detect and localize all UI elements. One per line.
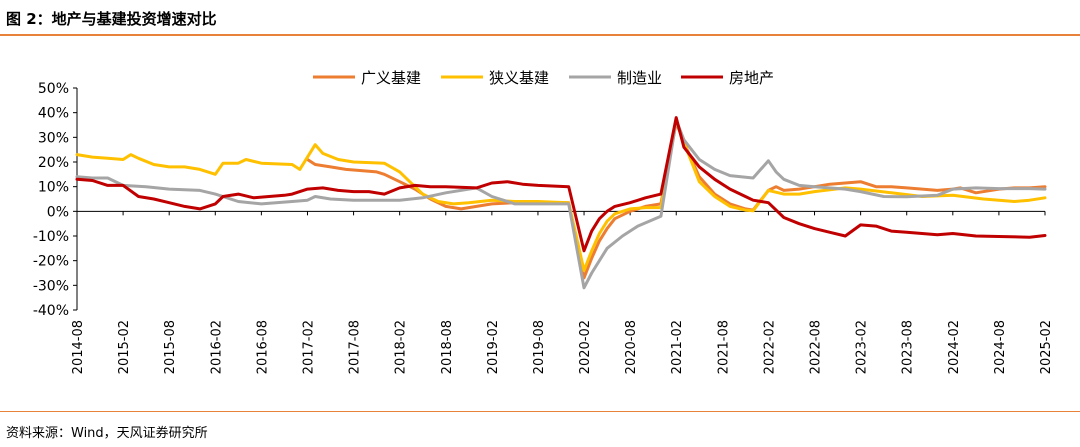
x-tick-label: 2023-08 [901,320,916,374]
figure-title: 图 2：地产与基建投资增速对比 [6,10,217,28]
x-tick-label: 2021-08 [716,320,731,374]
x-tick-label: 2016-02 [209,320,224,374]
y-tick-label: 50% [38,81,69,97]
y-tick-label: 20% [38,155,69,171]
x-axis-ticks: 2014-08 2015-02 2015-08 2016-02 2016-08 2017-… [71,211,1054,374]
y-tick-label: -40% [33,303,69,319]
x-tick-label: 2018-08 [440,320,455,374]
y-axis-ticks: 50% 40% 30% 20% 10% 0% -10% -20% -30% -40% [33,81,77,319]
x-tick-label: 2017-02 [301,320,316,374]
axes [76,88,1045,310]
y-tick-label: -10% [33,229,69,245]
x-tick-label: 2021-02 [670,320,685,374]
series-line [75,118,1047,272]
legend: 广义基建 狭义基建 制造业 房地产 [313,69,774,87]
x-tick-label: 2024-02 [947,320,962,374]
legend-label: 房地产 [729,69,774,87]
x-tick-label: 2020-02 [578,320,593,374]
x-tick-label: 2014-08 [71,320,86,374]
series-line [75,116,1047,253]
y-tick-label: 30% [38,130,69,146]
y-tick-label: 10% [38,180,69,196]
title-rule [0,34,1080,36]
x-tick-label: 2019-02 [486,320,501,374]
series-line [306,121,1047,280]
series-line [75,118,1047,290]
x-tick-label: 2019-08 [532,320,547,374]
figure-source: 资料来源：Wind，天风证券研究所 [6,426,208,441]
x-tick-label: 2023-02 [855,320,870,374]
y-tick-label: 0% [47,204,69,220]
y-tick-label: -20% [33,254,69,270]
x-tick-label: 2025-02 [1039,320,1054,374]
legend-label: 狭义基建 [489,69,549,87]
legend-label: 广义基建 [361,69,421,87]
x-tick-label: 2015-02 [117,320,132,374]
x-tick-label: 2024-08 [993,320,1008,374]
x-tick-label: 2022-08 [809,320,824,374]
y-tick-label: -30% [33,278,69,294]
series-lines [75,116,1047,290]
line-chart: 50% 40% 30% 20% 10% 0% -10% -20% -30% -40% 2014-0… [33,69,1054,374]
x-tick-label: 2020-08 [624,320,639,374]
x-tick-label: 2016-08 [255,320,270,374]
source-rule [0,411,1080,412]
x-tick-label: 2017-08 [348,320,363,374]
y-tick-label: 40% [38,106,69,122]
x-tick-label: 2015-08 [163,320,178,374]
legend-label: 制造业 [617,69,662,87]
x-tick-label: 2018-02 [394,320,409,374]
x-tick-label: 2022-02 [762,320,777,374]
